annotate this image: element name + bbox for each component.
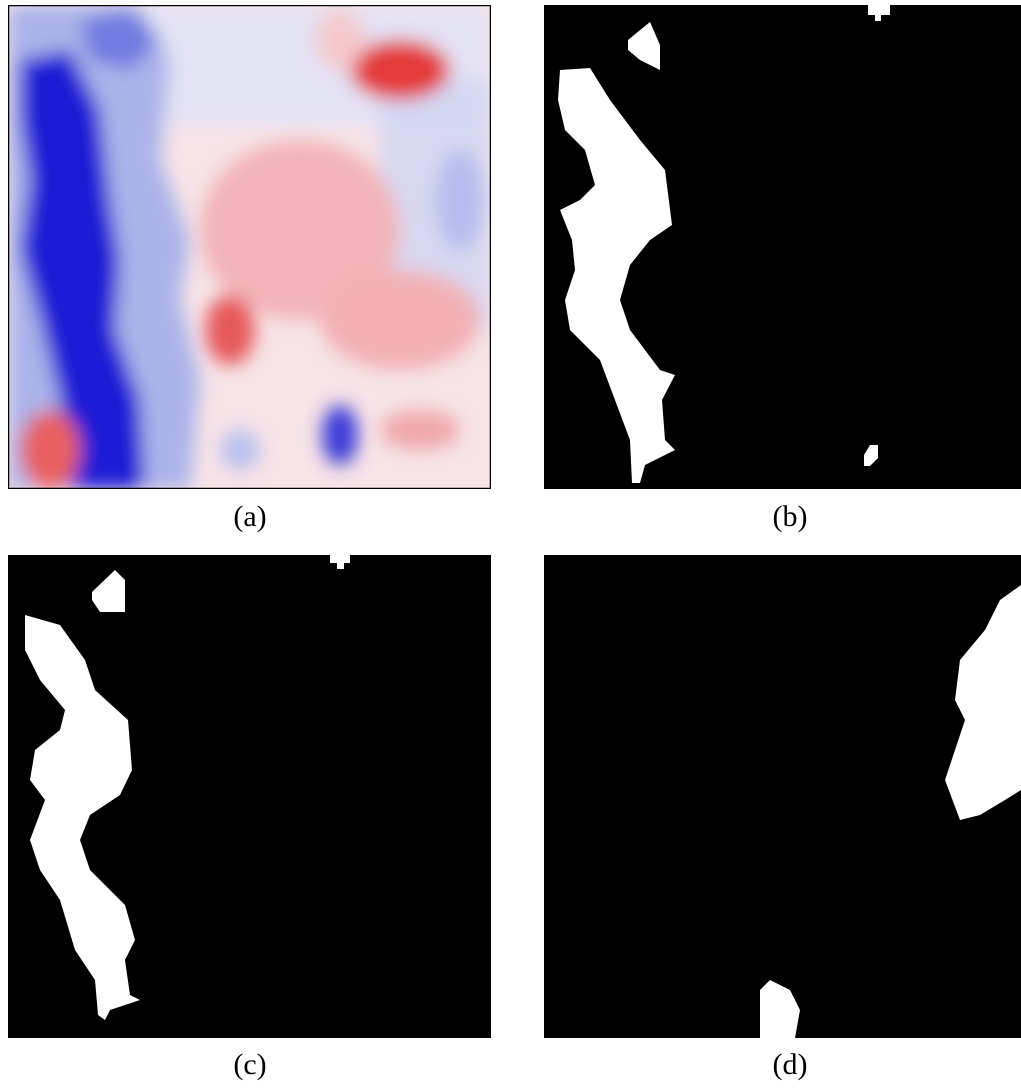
panel-label: (b) [773, 500, 808, 533]
mask-panel [544, 555, 1021, 1038]
heatmap-panel [8, 5, 491, 489]
panel-label: (a) [233, 500, 266, 533]
mask-panel [544, 5, 1021, 489]
panel-label: (d) [773, 1048, 808, 1081]
panel-label: (c) [233, 1048, 266, 1081]
mask-panel [8, 555, 491, 1038]
